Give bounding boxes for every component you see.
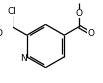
- Text: O: O: [87, 29, 94, 38]
- Text: O: O: [76, 9, 83, 18]
- Text: N: N: [20, 54, 27, 63]
- Text: O: O: [0, 29, 3, 38]
- Text: Cl: Cl: [8, 7, 16, 16]
